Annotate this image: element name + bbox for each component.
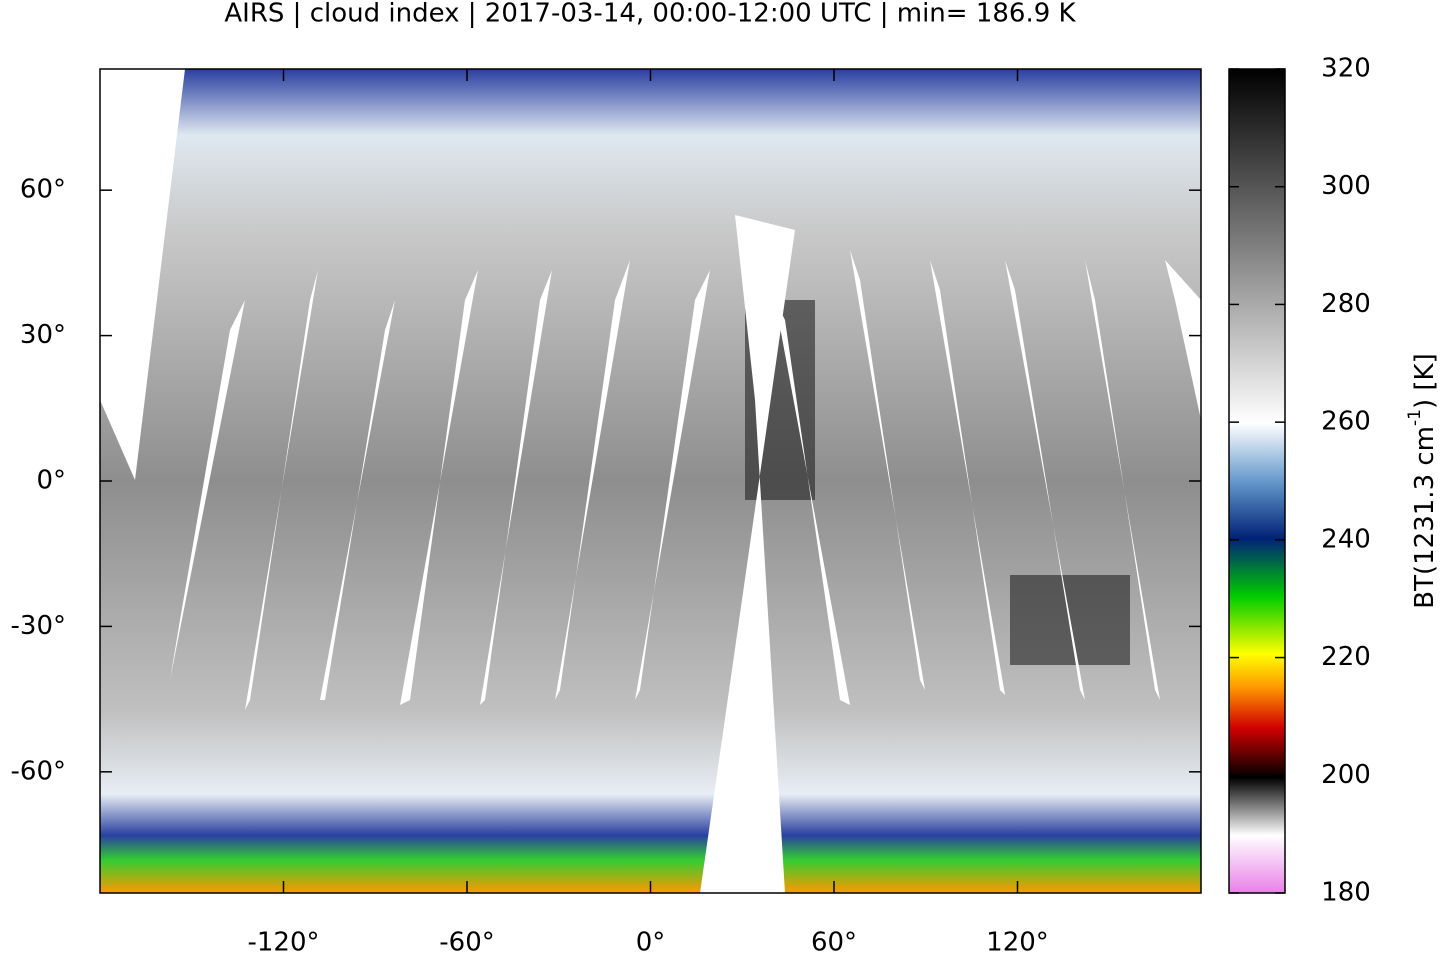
colorbar-tick-label: 200 — [1321, 760, 1371, 790]
colorbar-tick-label: 240 — [1321, 524, 1371, 554]
chart-title: AIRS | cloud index | 2017-03-14, 00:00-1… — [224, 0, 1076, 29]
map-area — [99, 68, 1202, 894]
satellite-image — [100, 69, 1201, 893]
y-tick-label: 30° — [20, 320, 66, 350]
colorbar-tick-label: 180 — [1321, 878, 1371, 908]
colorbar-label: BT(1231.3 cm-1) [K] — [1405, 353, 1440, 608]
colorbar-tick-label: 320 — [1321, 54, 1371, 84]
x-tick-label: 60° — [811, 928, 857, 957]
y-tick-label: 60° — [20, 175, 66, 205]
colorbar-tick-label: 220 — [1321, 642, 1371, 672]
x-tick-label: -60° — [439, 928, 494, 957]
colorbar-tick-label: 300 — [1321, 171, 1371, 201]
y-tick-label: -60° — [11, 756, 66, 786]
y-tick-label: 0° — [36, 466, 66, 496]
colorbar — [1228, 68, 1286, 894]
x-tick-label: -120° — [247, 928, 319, 957]
colorbar-label-end: ) [K] — [1410, 353, 1440, 409]
x-tick-label: 0° — [636, 928, 666, 957]
y-tick-label: -30° — [11, 611, 66, 641]
colorbar-tick-label: 280 — [1321, 289, 1371, 319]
swath-gaps — [100, 69, 1201, 893]
colorbar-label-sup: -1 — [1405, 409, 1425, 426]
colorbar-label-text: BT(1231.3 cm — [1410, 426, 1440, 609]
x-tick-label: 120° — [986, 928, 1049, 957]
colorbar-tick-label: 260 — [1321, 407, 1371, 437]
